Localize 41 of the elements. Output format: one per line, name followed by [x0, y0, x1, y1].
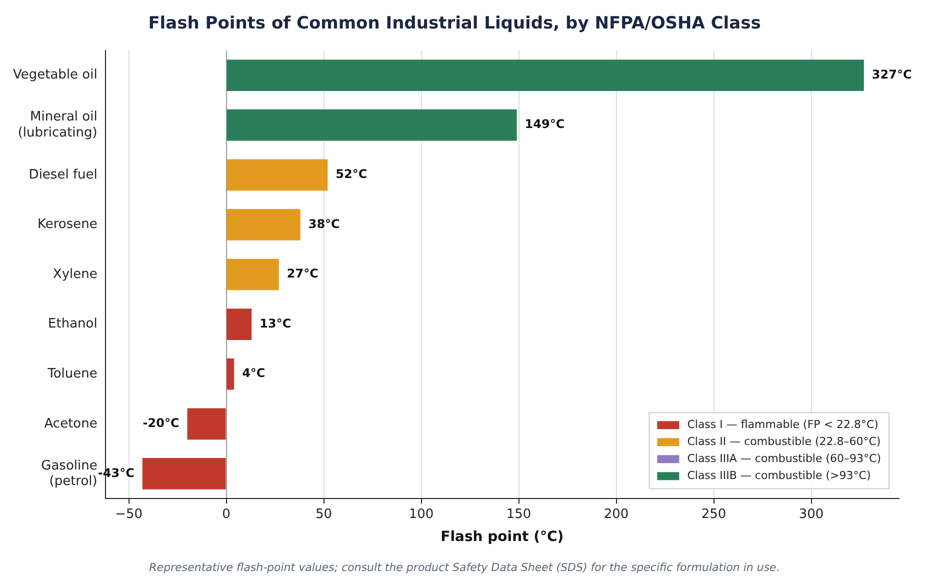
y-tick-label: Diesel fuel	[28, 167, 98, 182]
x-tick-label: 50	[315, 506, 332, 522]
bar	[226, 358, 234, 390]
legend-label: Class IIIA — combustible (60–93°C)	[687, 452, 881, 465]
data-label: 13°C	[260, 316, 292, 330]
y-tick-label: Mineral oil (lubricating)	[18, 110, 98, 140]
data-label: 149°C	[524, 117, 565, 132]
y-tick-label: Toluene	[46, 366, 98, 382]
y-tick-label: Xylene	[52, 266, 98, 282]
x-tick-label: 100	[408, 506, 434, 522]
bar	[226, 258, 279, 290]
x-tick-label: 150	[506, 506, 532, 522]
legend-label: Class II — combustible (22.8–60°C)	[687, 434, 881, 448]
bar	[226, 109, 517, 141]
legend-label: Class I — flammable (FP < 22.8°C)	[687, 418, 878, 431]
x-tick-label: 200	[604, 506, 629, 522]
data-label: 27°C	[286, 266, 319, 281]
data-label: -20°C	[142, 416, 180, 430]
x-axis-title: Flash point (°C)	[440, 529, 564, 546]
text: Representative flash-point values; consult the product Safety Data Sheet (SDS) for the specific formulation in use.	[149, 560, 780, 574]
data-label: 4°C	[242, 366, 266, 380]
x-tick-label: 300	[798, 506, 824, 522]
x-tick-label: −50	[115, 506, 142, 522]
bar	[226, 209, 300, 240]
y-tick-label: Gasoline (petrol)	[41, 458, 98, 489]
chart-title: Flash Points of Common Industrial Liquids, by NFPA/OSHA Class	[148, 14, 761, 34]
data-label: 52°C	[336, 167, 368, 182]
bar	[226, 308, 252, 340]
bar	[187, 408, 226, 440]
bar	[142, 458, 226, 490]
bar	[226, 60, 864, 91]
data-label: 327°C	[872, 67, 912, 82]
x-tick-label: 0	[222, 506, 230, 522]
data-label: 38°C	[308, 216, 340, 231]
legend-label: Class IIIB — combustible (>93°C)	[687, 468, 871, 482]
y-tick-label: Vegetable oil	[12, 68, 98, 83]
bar	[226, 159, 328, 191]
y-tick-label: Acetone	[44, 416, 98, 432]
y-tick-label: Ethanol	[48, 316, 98, 332]
x-tick-label: 250	[701, 506, 726, 522]
y-tick-label: Kerosene	[37, 217, 98, 232]
